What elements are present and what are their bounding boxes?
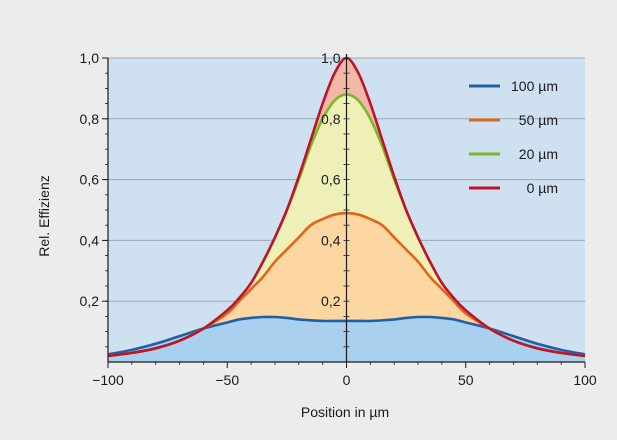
center-tick-label: 0,2 xyxy=(321,293,341,309)
y-tick-label: 1,0 xyxy=(80,50,100,66)
x-tick-label: −100 xyxy=(92,372,124,388)
legend: 100 µm 50 µm 20 µm 0 µm xyxy=(469,78,558,196)
x-axis-title: Position in µm xyxy=(301,404,389,420)
y-tick-label: 0,8 xyxy=(80,111,100,127)
legend-label-0: 100 µm xyxy=(511,78,558,94)
axes: 0,2 0,4 0,6 0,8 1,0 0,2 0,4 0,6 0,8 1,0 −100 −50 0 50… xyxy=(80,50,597,388)
y-tick-label: 0,2 xyxy=(80,293,100,309)
x-tick-label: 50 xyxy=(458,372,474,388)
x-tick-label: −50 xyxy=(215,372,239,388)
center-tick-label: 0,4 xyxy=(321,232,341,248)
center-tick-label: 1,0 xyxy=(321,50,341,66)
center-tick-label: 0,8 xyxy=(321,111,341,127)
y-axis-title: Rel. Effizienz xyxy=(36,175,52,256)
legend-label-3: 0 µm xyxy=(527,180,558,196)
x-tick-label: 0 xyxy=(343,372,351,388)
legend-label-1: 50 µm xyxy=(519,112,558,128)
x-tick-label: 100 xyxy=(573,372,597,388)
y-tick-label: 0,6 xyxy=(80,172,100,188)
center-tick-label: 0,6 xyxy=(321,172,341,188)
y-tick-label: 0,4 xyxy=(80,232,100,248)
legend-label-2: 20 µm xyxy=(519,146,558,162)
